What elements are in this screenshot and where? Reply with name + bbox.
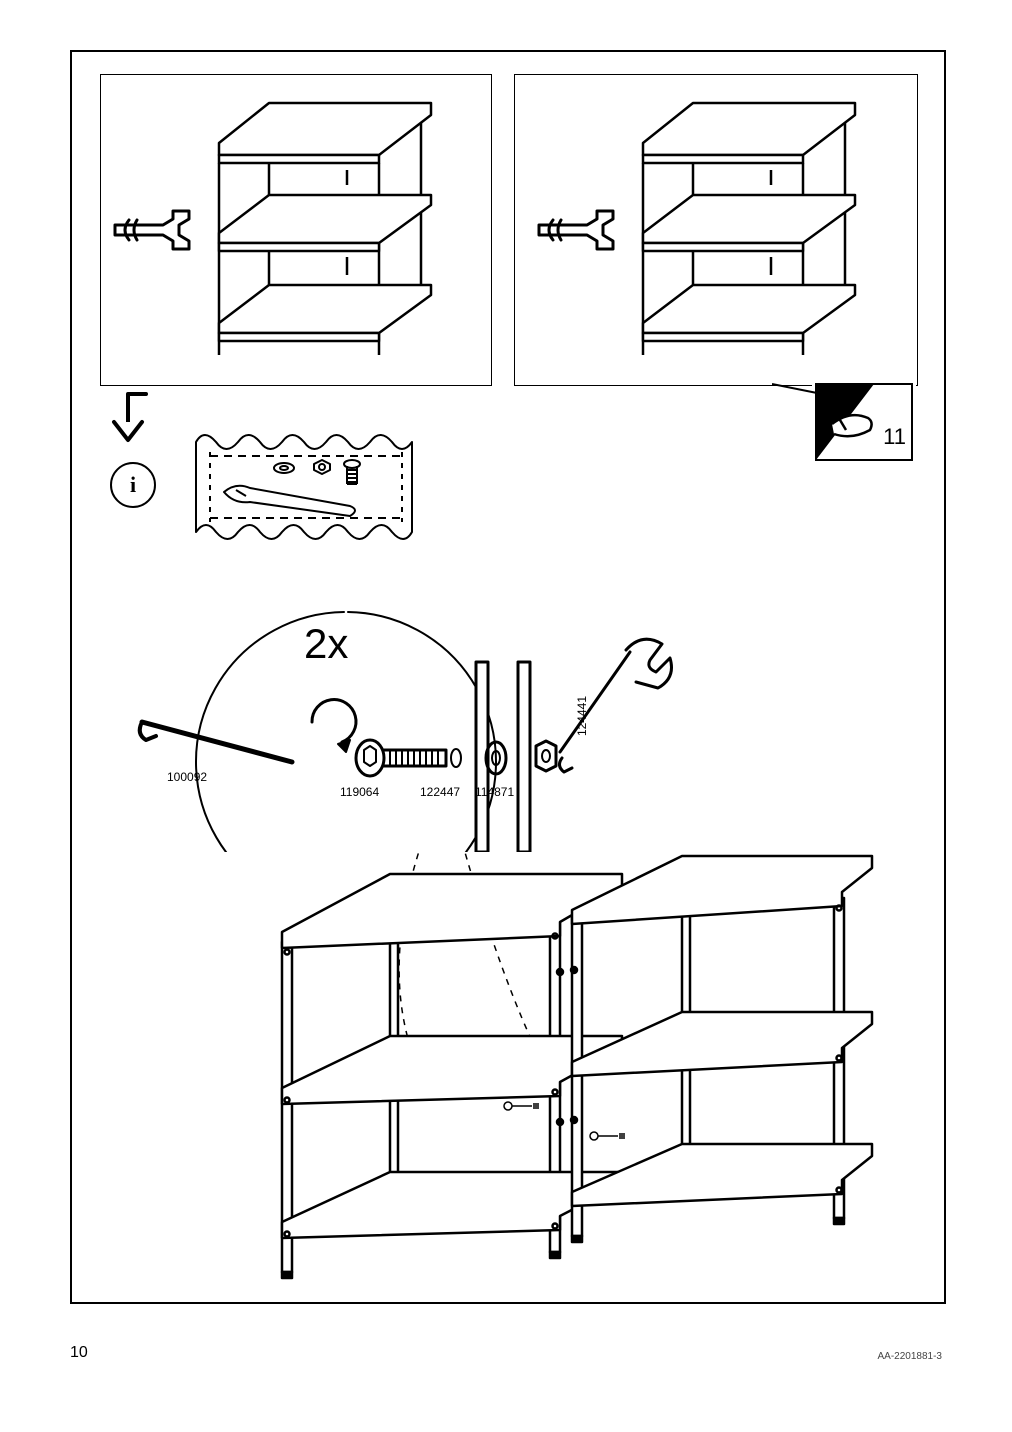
arrow-down-icon [106, 388, 162, 458]
shelf-unit-b [515, 75, 917, 385]
part-allen-key: 100092 [167, 770, 207, 784]
part-washer: 122447 [420, 785, 460, 799]
instruction-page: i [0, 0, 1012, 1432]
part-bolt: 119064 [340, 785, 379, 799]
hardware-bag-icon [184, 422, 444, 552]
hardware-detail [132, 572, 692, 852]
page-frame: i [70, 50, 946, 1304]
info-icon: i [110, 462, 156, 508]
part-nut: 114871 [475, 785, 514, 799]
panel-top-right [514, 74, 918, 386]
page-number: 10 [70, 1344, 88, 1362]
info-letter: i [130, 472, 136, 498]
connector-line [772, 372, 832, 402]
document-id: AA-2201881-3 [878, 1351, 943, 1362]
part-wrench: 124441 [575, 696, 589, 736]
combined-shelf-assembly [212, 852, 912, 1292]
panel-top-left [100, 74, 492, 386]
goto-page-number: 11 [883, 424, 906, 450]
shelf-unit-a [101, 75, 491, 385]
